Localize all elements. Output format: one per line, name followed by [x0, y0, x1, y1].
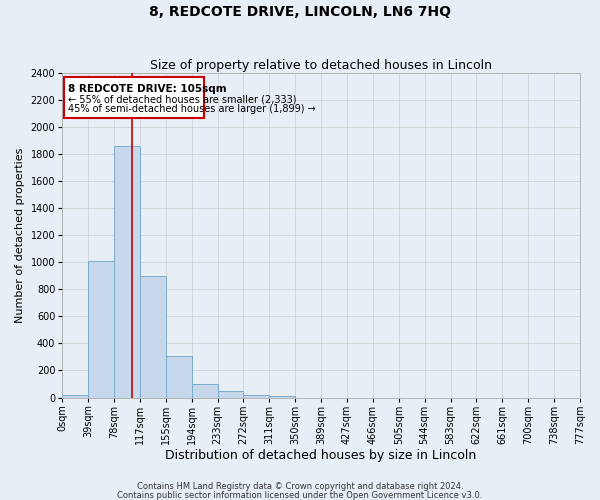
Bar	[140, 276, 166, 398]
Text: 8 REDCOTE DRIVE: 105sqm: 8 REDCOTE DRIVE: 105sqm	[68, 84, 226, 94]
Bar	[62, 395, 88, 398]
Bar	[64, 76, 204, 118]
Text: Contains public sector information licensed under the Open Government Licence v3: Contains public sector information licen…	[118, 490, 482, 500]
Text: 45% of semi-detached houses are larger (1,899) →: 45% of semi-detached houses are larger (…	[68, 104, 316, 114]
Title: Size of property relative to detached houses in Lincoln: Size of property relative to detached ho…	[150, 59, 492, 72]
Bar	[191, 384, 218, 398]
Bar	[218, 392, 244, 398]
Bar	[269, 396, 295, 398]
Text: Contains HM Land Registry data © Crown copyright and database right 2024.: Contains HM Land Registry data © Crown c…	[137, 482, 463, 491]
Bar	[114, 146, 140, 398]
Bar	[244, 395, 269, 398]
Text: 8, REDCOTE DRIVE, LINCOLN, LN6 7HQ: 8, REDCOTE DRIVE, LINCOLN, LN6 7HQ	[149, 5, 451, 19]
X-axis label: Distribution of detached houses by size in Lincoln: Distribution of detached houses by size …	[166, 450, 477, 462]
Bar	[88, 261, 114, 398]
Y-axis label: Number of detached properties: Number of detached properties	[15, 148, 25, 323]
Bar	[166, 356, 191, 398]
Text: ← 55% of detached houses are smaller (2,333): ← 55% of detached houses are smaller (2,…	[68, 94, 296, 104]
